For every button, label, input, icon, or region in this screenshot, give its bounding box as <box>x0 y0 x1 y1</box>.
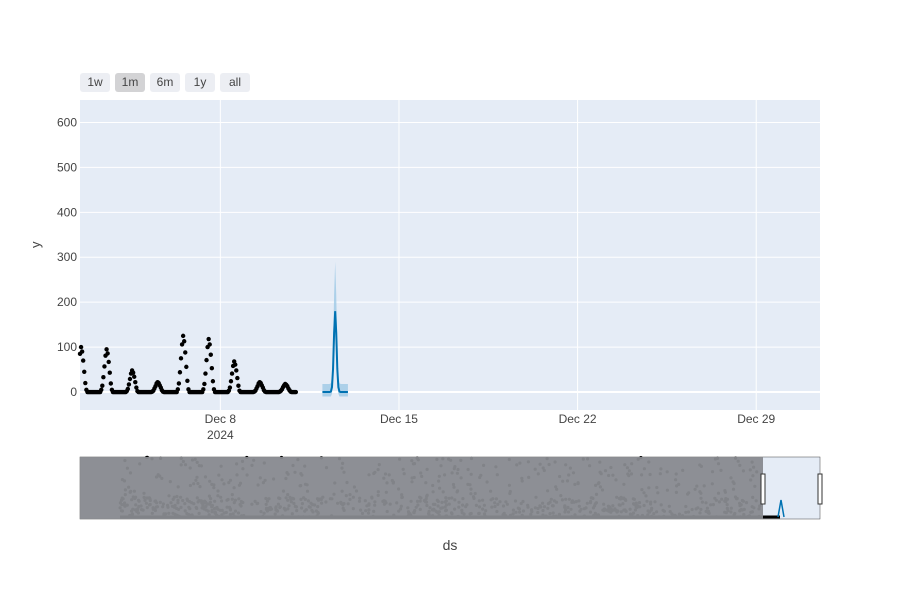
data-point <box>293 389 299 395</box>
plot-area <box>80 100 820 410</box>
data-point <box>210 379 216 384</box>
range-button-1w[interactable]: 1w <box>80 73 110 92</box>
actual-points <box>77 333 299 395</box>
data-point <box>181 339 187 344</box>
x-tick-label: Dec 29 <box>737 412 775 426</box>
data-point <box>236 383 241 388</box>
forecast-line <box>322 311 348 394</box>
data-point <box>107 370 112 375</box>
data-point <box>79 349 85 354</box>
range-slider-handle-right[interactable] <box>817 473 823 505</box>
data-point <box>208 352 213 357</box>
y-tick-label: 0 <box>70 385 77 399</box>
data-point <box>100 383 105 388</box>
data-point <box>228 379 234 384</box>
data-point <box>132 374 137 379</box>
data-point <box>130 370 136 375</box>
data-point <box>203 371 208 376</box>
data-point <box>175 387 181 392</box>
data-point <box>82 369 87 375</box>
data-point <box>108 381 114 386</box>
data-point <box>207 342 212 347</box>
data-point <box>125 386 131 392</box>
data-point <box>201 387 206 392</box>
data-point <box>179 342 185 347</box>
x-tick-label: Dec 8 <box>205 412 237 426</box>
data-point <box>177 370 183 375</box>
data-point <box>126 382 132 387</box>
data-point <box>99 387 104 392</box>
data-point <box>206 336 211 342</box>
x-tick-label: Dec 15 <box>380 412 418 426</box>
y-tick-label: 600 <box>57 115 77 129</box>
x-tick-label: Dec 22 <box>559 412 597 426</box>
data-point <box>133 379 138 385</box>
data-point <box>209 366 215 371</box>
data-point <box>101 375 106 380</box>
y-tick-label: 100 <box>57 340 77 354</box>
y-tick-label: 500 <box>57 160 77 174</box>
y-tick-label: 300 <box>57 250 77 264</box>
data-point <box>229 371 235 376</box>
data-point <box>184 364 189 370</box>
data-point <box>204 357 209 363</box>
range-slider-mask <box>80 457 763 519</box>
data-point <box>134 385 139 390</box>
data-point <box>83 380 88 386</box>
range-button-all[interactable]: all <box>220 73 250 92</box>
y-axis-title: y <box>28 241 43 249</box>
x-tick-sublabel: 2024 <box>207 428 234 442</box>
data-point <box>180 333 186 339</box>
data-point <box>185 378 190 383</box>
data-point <box>176 381 182 386</box>
data-point <box>233 362 238 367</box>
data-point <box>178 356 184 361</box>
data-point <box>227 385 233 390</box>
range-button-6m[interactable]: 6m <box>150 73 180 92</box>
y-tick-label: 200 <box>57 295 77 309</box>
data-point <box>80 358 86 363</box>
data-point <box>104 347 109 352</box>
data-point <box>106 359 111 365</box>
data-point <box>78 344 84 350</box>
data-point <box>234 368 239 373</box>
data-point <box>102 364 107 369</box>
range-slider-handle-left[interactable] <box>760 473 766 505</box>
data-point <box>105 351 110 356</box>
data-point <box>235 375 240 381</box>
slider-forecast <box>777 499 785 518</box>
x-axis-title: ds <box>442 537 458 553</box>
range-button-1m[interactable]: 1m <box>115 73 145 92</box>
data-point <box>202 381 207 387</box>
y-tick-label: 400 <box>57 205 77 219</box>
range-button-1y[interactable]: 1y <box>185 73 215 92</box>
data-point <box>127 376 133 382</box>
data-point <box>183 350 188 355</box>
